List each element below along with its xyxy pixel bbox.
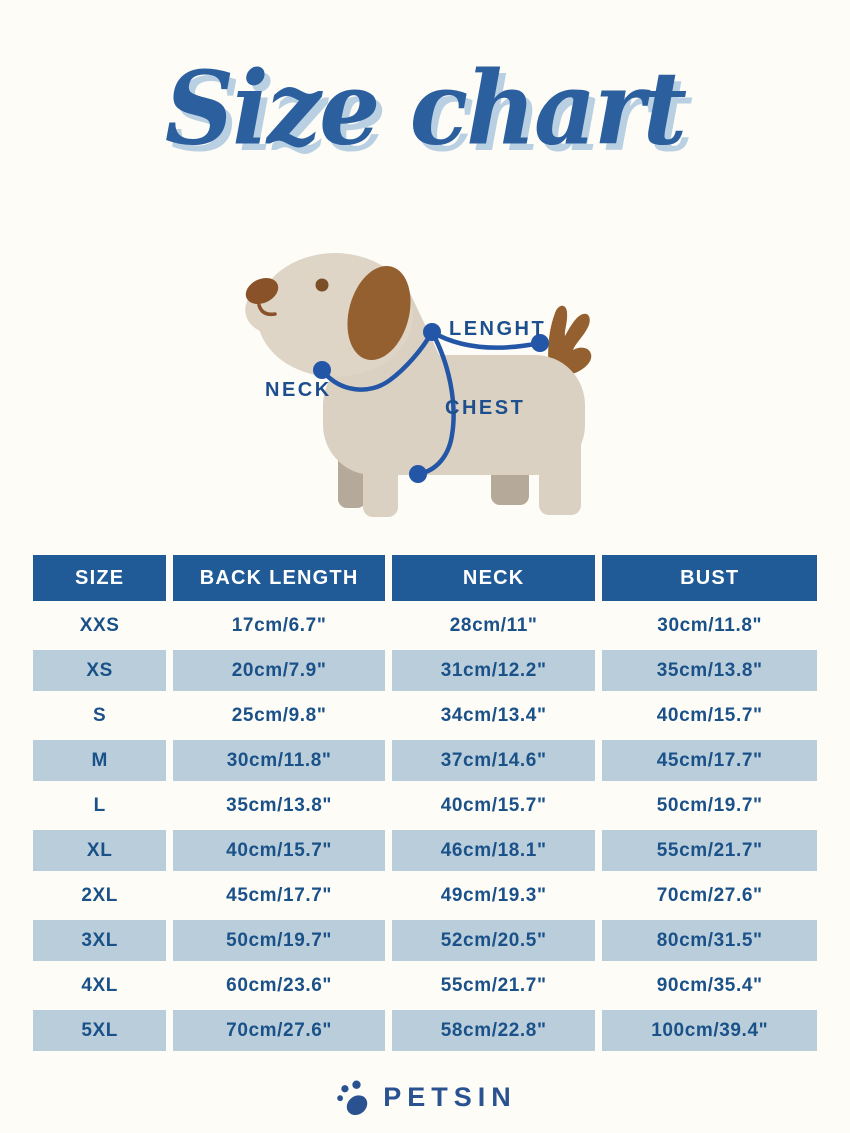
back-length-cell: 17cm/6.7" [231, 614, 327, 636]
dog-nose [245, 277, 279, 305]
table-row: 3XL 50cm/19.7" 52cm/20.5" 80cm/31.5" [33, 920, 817, 961]
header-bust: BUST [602, 555, 817, 601]
header-size: SIZE [33, 555, 167, 601]
size-cell: XS [33, 650, 167, 691]
dog-back-leg [539, 435, 581, 515]
dog-illustration: LENGHT NECK CHEST [245, 253, 592, 517]
size-cell: 5XL [33, 1010, 167, 1051]
neck-cell: 46cm/18.1" [391, 830, 596, 871]
back-length-cell: 45cm/17.7" [226, 884, 333, 906]
bust-cell: 80cm/31.5" [602, 920, 817, 961]
back-length-cell: 30cm/11.8" [173, 740, 385, 781]
length-measure-line [429, 329, 543, 350]
dog-ear [347, 265, 411, 361]
title-section: Size chart [0, 49, 850, 168]
page-title: Size chart [164, 49, 687, 168]
dog-eye [315, 278, 329, 292]
back-length-cell: 35cm/13.8" [226, 794, 333, 816]
tail-base-dot [531, 334, 549, 352]
chest-measure-line [415, 329, 456, 477]
bust-cell: 50cm/19.7" [656, 794, 763, 816]
shoulder-dot [423, 323, 441, 341]
table-row: XXS 17cm/6.7" 28cm/11" 30cm/11.8" [33, 605, 817, 646]
neck-cell: 52cm/20.5" [391, 920, 596, 961]
bust-cell: 35cm/13.8" [602, 650, 817, 691]
back-length-cell: 40cm/15.7" [173, 830, 385, 871]
neck-cell: 37cm/14.6" [391, 740, 596, 781]
neck-label: NECK [265, 379, 332, 401]
bust-cell: 100cm/39.4" [602, 1010, 817, 1051]
brand-name: PETSIN [383, 1081, 517, 1112]
neck-cell: 31cm/12.2" [391, 650, 596, 691]
bust-cell: 45cm/17.7" [602, 740, 817, 781]
size-cell: XL [33, 830, 167, 871]
bust-cell: 70cm/27.6" [656, 884, 763, 906]
header-back-length: BACK LENGTH [173, 555, 385, 601]
brand-footer: PETSIN [0, 1072, 850, 1122]
neck-cell: 55cm/21.7" [440, 974, 547, 996]
table-row: 5XL 70cm/27.6" 58cm/22.8" 100cm/39.4" [33, 1010, 817, 1051]
size-cell: 4XL [81, 974, 118, 996]
bust-cell: 90cm/35.4" [656, 974, 763, 996]
bust-cell: 30cm/11.8" [657, 614, 763, 636]
neck-cell: 58cm/22.8" [391, 1010, 596, 1051]
bust-cell: 40cm/15.7" [656, 704, 763, 726]
size-cell: S [93, 704, 107, 726]
paw-icon [337, 1080, 368, 1116]
table-row: XL 40cm/15.7" 46cm/18.1" 55cm/21.7" [33, 830, 817, 871]
bust-cell: 55cm/21.7" [602, 830, 817, 871]
table-row: 2XL 45cm/17.7" 49cm/19.3" 70cm/27.6" [33, 875, 817, 916]
header-neck: NECK [391, 555, 596, 601]
table-row: L 35cm/13.8" 40cm/15.7" 50cm/19.7" [33, 785, 817, 826]
table-row: M 30cm/11.8" 37cm/14.6" 45cm/17.7" [33, 740, 817, 781]
dog-measurement-diagram: LENGHT NECK CHEST [205, 245, 650, 555]
neck-cell: 34cm/13.4" [440, 704, 547, 726]
size-cell: 3XL [33, 920, 167, 961]
chest-label: CHEST [445, 397, 525, 419]
back-length-cell: 60cm/23.6" [226, 974, 333, 996]
size-cell: L [93, 794, 106, 816]
neck-cell: 28cm/11" [449, 614, 538, 636]
size-cell: XXS [79, 614, 120, 636]
size-table-body: XXS 17cm/6.7" 28cm/11" 30cm/11.8" XS 20c… [33, 605, 817, 1051]
back-length-cell: 50cm/19.7" [173, 920, 385, 961]
size-table: SIZE BACK LENGTH NECK BUST XXS 17cm/6.7"… [33, 555, 817, 1051]
neck-cell: 40cm/15.7" [440, 794, 547, 816]
size-cell: M [33, 740, 167, 781]
size-cell: 2XL [81, 884, 118, 906]
back-length-cell: 20cm/7.9" [173, 650, 385, 691]
dog-mouth [257, 303, 277, 317]
back-length-cell: 25cm/9.8" [231, 704, 327, 726]
back-length-cell: 70cm/27.6" [173, 1010, 385, 1051]
neck-dot [313, 361, 331, 379]
dog-tail [548, 305, 592, 377]
belly-dot [409, 465, 427, 483]
table-row: 4XL 60cm/23.6" 55cm/21.7" 90cm/35.4" [33, 965, 817, 1006]
neck-cell: 49cm/19.3" [440, 884, 547, 906]
table-header-row: SIZE BACK LENGTH NECK BUST [33, 555, 817, 601]
length-label: LENGHT [449, 318, 546, 340]
dog-front-leg [363, 435, 398, 517]
neck-measure-line [319, 329, 435, 392]
table-row: XS 20cm/7.9" 31cm/12.2" 35cm/13.8" [33, 650, 817, 691]
table-row: S 25cm/9.8" 34cm/13.4" 40cm/15.7" [33, 695, 817, 736]
